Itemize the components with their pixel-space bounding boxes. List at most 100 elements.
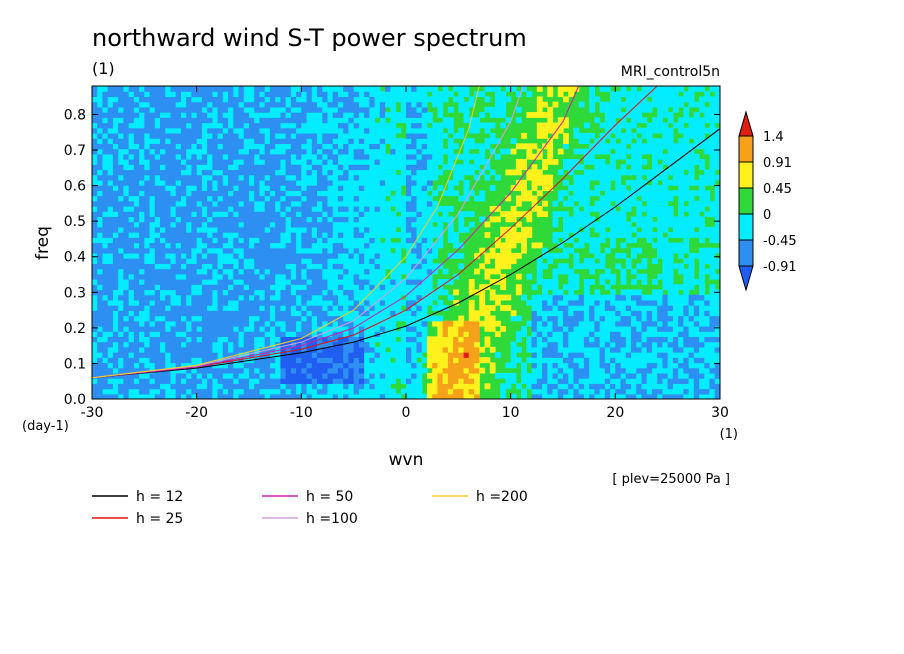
heatmap-cell	[594, 299, 601, 306]
heatmap-cell	[453, 252, 459, 259]
heatmap-cell	[400, 96, 407, 103]
heatmap-cell	[249, 346, 255, 353]
heatmap-cell	[217, 185, 224, 191]
heatmap-cell	[589, 378, 595, 384]
heatmap-cell	[385, 258, 391, 264]
heatmap-cell	[505, 86, 512, 92]
heatmap-cell	[369, 378, 376, 384]
heatmap-cell	[301, 164, 308, 171]
heatmap-cell	[447, 190, 454, 197]
heatmap-cell	[264, 117, 271, 124]
heatmap-cell	[542, 101, 548, 108]
heatmap-cell	[510, 216, 517, 223]
heatmap-cell	[437, 127, 444, 134]
heatmap-cell	[207, 122, 213, 129]
heatmap-cell	[505, 237, 512, 244]
heatmap-cell	[112, 237, 119, 244]
heatmap-cell	[170, 216, 177, 223]
heatmap-cell	[594, 247, 601, 254]
heatmap-cell	[107, 305, 114, 311]
heatmap-cell	[301, 143, 308, 150]
heatmap-cell	[264, 143, 271, 150]
heatmap-cell	[280, 169, 287, 176]
heatmap-cell	[458, 357, 465, 364]
heatmap-cell	[180, 179, 187, 186]
heatmap-cell	[421, 242, 428, 249]
heatmap-cell	[133, 232, 140, 238]
heatmap-cell	[112, 242, 119, 249]
heatmap-cell	[123, 242, 130, 249]
heatmap-cell	[222, 127, 229, 134]
heatmap-cell	[468, 383, 475, 390]
heatmap-cell	[385, 112, 391, 118]
heatmap-cell	[249, 122, 255, 129]
heatmap-cell	[406, 190, 412, 197]
heatmap-cell	[97, 101, 104, 108]
heatmap-cell	[327, 357, 334, 364]
heatmap-cell	[358, 86, 365, 92]
heatmap-cell	[254, 179, 261, 186]
heatmap-cell	[374, 132, 381, 139]
heatmap-cell	[604, 284, 611, 291]
heatmap-cell	[212, 372, 219, 379]
heatmap-cell	[348, 195, 355, 202]
heatmap-cell	[369, 252, 376, 259]
heatmap-cell	[259, 164, 266, 171]
heatmap-cell	[474, 336, 480, 343]
heatmap-cell	[275, 242, 281, 249]
heatmap-cell	[222, 346, 229, 353]
heatmap-cell	[416, 112, 423, 118]
heatmap-cell	[447, 352, 454, 358]
heatmap-cell	[259, 143, 266, 150]
heatmap-cell	[547, 91, 554, 98]
heatmap-cell	[238, 273, 245, 280]
heatmap-cell	[249, 138, 255, 144]
heatmap-cell	[317, 357, 323, 364]
heatmap-cell	[207, 242, 213, 249]
heatmap-cell	[217, 195, 224, 202]
heatmap-cell	[353, 378, 360, 384]
heatmap-cell	[97, 112, 104, 118]
heatmap-cell	[160, 252, 166, 259]
heatmap-cell	[217, 268, 224, 275]
heatmap-cell	[369, 91, 376, 98]
heatmap-cell	[447, 341, 454, 348]
heatmap-cell	[264, 331, 271, 337]
heatmap-cell	[107, 289, 114, 296]
heatmap-cell	[165, 357, 172, 364]
heatmap-cell	[379, 247, 386, 254]
heatmap-cell	[212, 138, 219, 144]
heatmap-cell	[92, 169, 98, 176]
heatmap-cell	[254, 310, 261, 317]
heatmap-cell	[536, 393, 543, 399]
heatmap-cell	[301, 305, 308, 311]
heatmap-cell	[547, 305, 554, 311]
heatmap-cell	[186, 164, 193, 171]
heatmap-cell	[196, 325, 203, 332]
heatmap-cell	[432, 289, 438, 296]
heatmap-cell	[123, 127, 130, 134]
heatmap-cell	[578, 315, 585, 322]
heatmap-cell	[343, 294, 350, 301]
heatmap-cell	[573, 341, 580, 348]
heatmap-cell	[212, 341, 219, 348]
heatmap-cell	[170, 325, 177, 332]
heatmap-cell	[92, 117, 98, 124]
heatmap-cell	[578, 211, 585, 218]
heatmap-cell	[484, 341, 491, 348]
heatmap-cell	[395, 341, 402, 348]
heatmap-cell	[411, 352, 418, 358]
heatmap-cell	[421, 195, 428, 202]
heatmap-cell	[160, 159, 166, 165]
heatmap-cell	[505, 195, 512, 202]
heatmap-cell	[374, 86, 381, 92]
heatmap-cell	[317, 221, 323, 228]
heatmap-cell	[353, 226, 360, 233]
heatmap-cell	[154, 315, 161, 322]
heatmap-cell	[154, 273, 161, 280]
heatmap-cell	[322, 336, 329, 343]
heatmap-cell	[416, 211, 423, 218]
heatmap-cell	[317, 211, 323, 218]
heatmap-cell	[97, 164, 104, 171]
heatmap-cell	[583, 258, 590, 264]
